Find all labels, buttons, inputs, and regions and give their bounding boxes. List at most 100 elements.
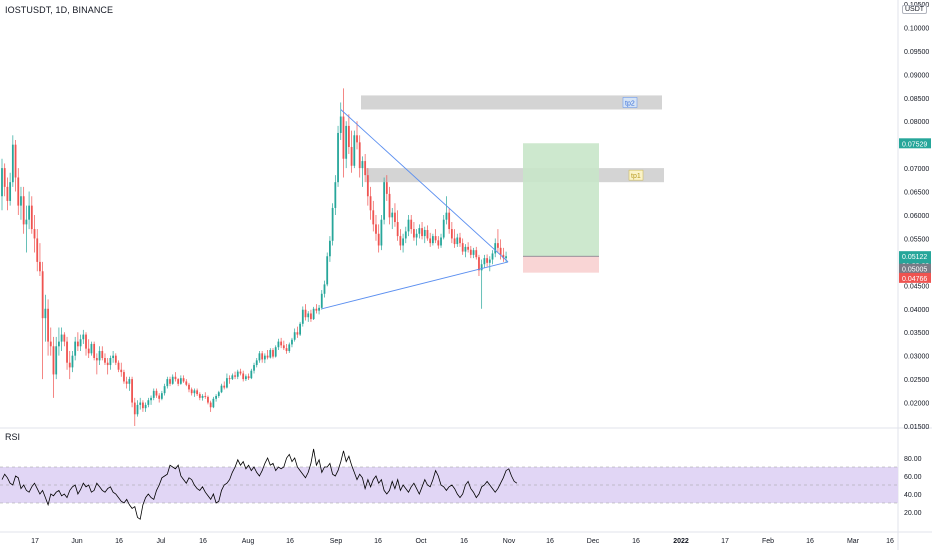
candle-body [304, 309, 307, 318]
candle-body [440, 237, 442, 246]
candle [1, 158, 3, 211]
candle-body [17, 177, 20, 206]
candle-body [177, 379, 180, 384]
candle-body [223, 385, 226, 388]
candle-body [497, 243, 499, 248]
candle-body [375, 224, 377, 234]
price-tick-label: 0.08500 [904, 96, 929, 103]
candle [66, 336, 68, 370]
candle [253, 362, 255, 374]
candle [269, 348, 272, 359]
candle-body [372, 210, 375, 225]
time-tick-label: Jul [157, 538, 166, 545]
candle [358, 135, 361, 178]
price-axis: 0.105000.100000.095000.090000.085000.080… [899, 2, 931, 517]
candle-body [459, 237, 461, 244]
candle [79, 334, 82, 351]
price-tick-label: 0.05500 [904, 236, 929, 243]
candle-body [1, 168, 3, 197]
candle-body [9, 182, 12, 201]
candle-body [263, 355, 266, 360]
candle-body [44, 308, 47, 319]
candle [223, 381, 226, 390]
candle-body [364, 161, 367, 176]
candle [391, 207, 394, 230]
price-tick-label: 0.02000 [904, 401, 929, 408]
time-tick-label: 17 [721, 538, 729, 545]
candle-body [6, 186, 9, 201]
candle-layer [1, 88, 507, 426]
candle-body [385, 182, 388, 194]
candle-body [461, 243, 464, 252]
rsi-tick-label: 20.00 [904, 510, 922, 517]
candle [58, 327, 60, 356]
candle-body [147, 400, 150, 405]
candle-body [198, 394, 201, 398]
candle [437, 236, 440, 249]
candle-body [41, 271, 44, 319]
candle-body [123, 372, 125, 382]
candle-body [437, 240, 440, 246]
candle-body [366, 175, 369, 197]
candle [55, 336, 58, 380]
candle [418, 224, 421, 239]
currency-label[interactable]: USDT [902, 5, 928, 14]
candle-body [296, 332, 299, 335]
tp2-label-text: tp2 [625, 100, 635, 107]
candle [76, 332, 79, 351]
candle [404, 226, 407, 244]
candle [25, 205, 28, 253]
candle [179, 375, 182, 385]
candle [234, 371, 236, 380]
candle [337, 125, 339, 187]
candle-body [404, 231, 407, 239]
candle [182, 375, 185, 383]
candle [320, 290, 323, 310]
candle-body [139, 402, 142, 405]
candle [456, 233, 459, 247]
candle [47, 299, 49, 356]
candle [201, 394, 204, 401]
candle [95, 353, 98, 375]
candle [82, 329, 85, 344]
candle-body [101, 350, 104, 359]
rsi-tick-label: 60.00 [904, 474, 922, 481]
candle-body [499, 247, 502, 255]
candle-body [282, 345, 285, 349]
candle-body [272, 350, 274, 357]
time-tick-label: 17 [31, 538, 39, 545]
price-tick-label: 0.06500 [904, 190, 929, 197]
candle-body [345, 125, 348, 159]
candle-body [217, 392, 220, 396]
symbol-title[interactable]: IOSTUSDT, 1D, BINANCE [5, 5, 114, 15]
candle-body [52, 346, 55, 375]
candle [385, 175, 388, 201]
candle-body [253, 365, 255, 371]
candle [60, 327, 63, 351]
candle [467, 242, 470, 253]
candle [274, 345, 277, 358]
candle-body [445, 212, 448, 220]
price-tick-label: 0.01500 [904, 424, 929, 431]
overlay-layer: tp2 tp1 [321, 97, 644, 310]
candle [483, 254, 486, 268]
candle-body [144, 404, 147, 409]
candle [109, 355, 112, 370]
price-tick-label: 0.09500 [904, 49, 929, 56]
candle-body [33, 229, 36, 239]
candle [212, 396, 215, 409]
price-badge-text: 0.05122 [902, 254, 927, 261]
tp1-label: tp1 [628, 169, 644, 181]
candle [288, 342, 291, 353]
candle-body [456, 237, 459, 245]
candle-body [453, 238, 456, 245]
candle [293, 328, 296, 342]
rsi-indicator-title[interactable]: RSI [5, 432, 21, 442]
candle [166, 376, 169, 389]
candle-body [204, 395, 207, 397]
tp2-label: tp2 [622, 97, 638, 108]
candle-body [71, 355, 74, 368]
candle [198, 392, 201, 401]
candle [220, 383, 223, 394]
